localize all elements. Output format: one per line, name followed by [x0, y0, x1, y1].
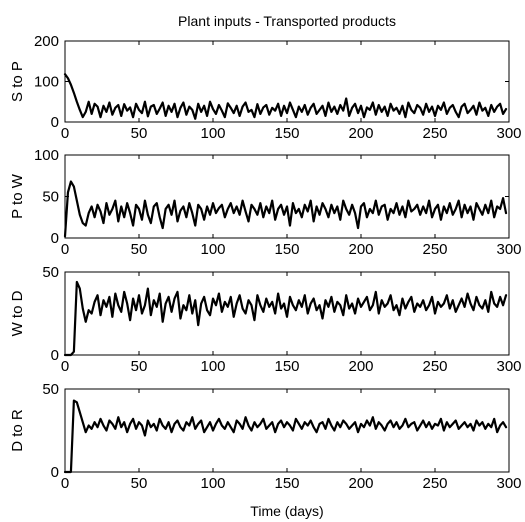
x-tick-label-d-to-r-50: 50 [131, 475, 148, 492]
y-tick-label-s-to-p-100: 100 [34, 74, 59, 91]
series-line-w-to-d [63, 280, 508, 357]
y-tick-label-s-to-p-200: 200 [34, 33, 59, 50]
x-tick-label-s-to-p-50: 50 [131, 125, 148, 142]
x-tick-label-w-to-d-200: 200 [348, 358, 373, 375]
x-tick-label-d-to-r-300: 300 [496, 475, 521, 492]
x-tick-label-w-to-d-250: 250 [422, 358, 447, 375]
x-tick-label-s-to-p-0: 0 [61, 125, 69, 142]
x-tick-label-p-to-w-200: 200 [348, 241, 373, 258]
x-tick-label-p-to-w-150: 150 [274, 241, 299, 258]
panel-d-to-r: 0 50 100 150 200 250 300 0 50 D to R [9, 381, 522, 492]
series-line-s-to-p [63, 73, 508, 120]
series-line-d-to-r [63, 399, 508, 474]
y-tick-label-p-to-w-50: 50 [42, 189, 59, 206]
y-axis-label-p-to-w: P to W [9, 173, 26, 219]
x-tick-label-s-to-p-250: 250 [422, 125, 447, 142]
x-tick-label-p-to-w-300: 300 [496, 241, 521, 258]
y-axis-label-s-to-p: S to P [9, 61, 26, 102]
x-tick-label-p-to-w-50: 50 [131, 241, 148, 258]
series-line-p-to-w [63, 180, 508, 238]
y-tick-label-d-to-r-50: 50 [42, 381, 59, 398]
x-tick-label-s-to-p-300: 300 [496, 125, 521, 142]
y-tick-label-s-to-p-0: 0 [51, 114, 59, 131]
x-tick-label-p-to-w-0: 0 [61, 241, 69, 258]
x-tick-label-w-to-d-50: 50 [131, 358, 148, 375]
x-tick-label-d-to-r-0: 0 [61, 475, 69, 492]
x-tick-label-s-to-p-200: 200 [348, 125, 373, 142]
chart-title: Plant inputs - Transported products [178, 13, 396, 29]
x-axis-label: Time (days) [250, 503, 323, 519]
panel-s-to-p: 0 50 100 150 200 250 300 0 100 200 S to P [9, 33, 522, 142]
x-tick-label-d-to-r-150: 150 [274, 475, 299, 492]
x-tick-label-d-to-r-100: 100 [200, 475, 225, 492]
x-tick-label-w-to-d-100: 100 [200, 358, 225, 375]
x-tick-label-w-to-d-0: 0 [61, 358, 69, 375]
y-tick-label-p-to-w-0: 0 [51, 230, 59, 247]
y-tick-label-w-to-d-0: 0 [51, 347, 59, 364]
x-tick-label-w-to-d-300: 300 [496, 358, 521, 375]
x-tick-label-d-to-r-250: 250 [422, 475, 447, 492]
x-tick-label-d-to-r-200: 200 [348, 475, 373, 492]
x-tick-label-s-to-p-150: 150 [274, 125, 299, 142]
y-axis-label-d-to-r: D to R [9, 409, 26, 452]
panel-w-to-d: 0 50 100 150 200 250 300 0 50 W to D [9, 264, 522, 375]
axes-box-d-to-r [64, 388, 510, 473]
y-tick-label-w-to-d-50: 50 [42, 264, 59, 281]
y-axis-label-w-to-d: W to D [9, 290, 26, 336]
y-tick-label-d-to-r-0: 0 [51, 464, 59, 481]
panel-p-to-w: 0 50 100 150 200 250 300 0 50 100 P to W [9, 147, 522, 258]
x-tick-label-p-to-w-250: 250 [422, 241, 447, 258]
x-tick-label-p-to-w-100: 100 [200, 241, 225, 258]
y-tick-label-p-to-w-100: 100 [34, 147, 59, 164]
x-tick-label-w-to-d-150: 150 [274, 358, 299, 375]
x-tick-label-s-to-p-100: 100 [200, 125, 225, 142]
axes-box-p-to-w [64, 154, 510, 239]
